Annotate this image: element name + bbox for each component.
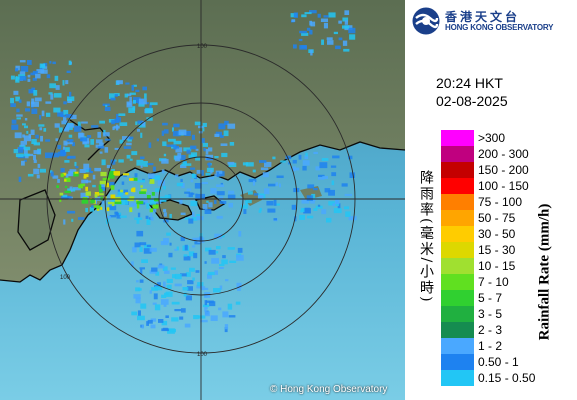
legend-swatch <box>441 370 474 386</box>
legend-range-label: >300 <box>478 131 506 145</box>
radar-date: 02-08-2025 <box>436 93 508 109</box>
legend-swatch <box>441 258 474 274</box>
legend-range-label: 3 - 5 <box>478 307 503 321</box>
legend-item: 5 - 7 <box>441 290 577 306</box>
radar-map-svg: 100 100 100 <box>0 0 405 400</box>
rainfall-echoes <box>10 10 357 334</box>
land-islands-east <box>240 186 322 206</box>
logo-name-chinese: 香港天文台 <box>445 10 521 24</box>
legend-range-label: 10 - 15 <box>478 259 516 273</box>
legend-item: 2 - 3 <box>441 322 577 338</box>
legend-range-label: 150 - 200 <box>478 163 529 177</box>
legend-swatch <box>441 274 474 290</box>
radar-time: 20:24 HKT <box>436 75 503 91</box>
legend-item: 30 - 50 <box>441 226 577 242</box>
legend-range-label: 30 - 50 <box>478 227 516 241</box>
logo-name-english: HONG KONG OBSERVATORY <box>445 23 554 32</box>
legend-swatch <box>441 290 474 306</box>
legend-item: 7 - 10 <box>441 274 577 290</box>
range-label-north: 100 <box>197 44 208 50</box>
range-label-south: 100 <box>197 352 208 358</box>
legend-swatch <box>441 162 474 178</box>
legend-range-label: 0.15 - 0.50 <box>478 371 536 385</box>
legend-range-label: 2 - 3 <box>478 323 503 337</box>
legend-item: 10 - 15 <box>441 258 577 274</box>
legend-item: 3 - 5 <box>441 306 577 322</box>
legend-title-chinese: 降雨率(毫米/小時) <box>418 170 434 304</box>
legend-item: 200 - 300 <box>441 146 577 162</box>
legend-range-label: 7 - 10 <box>478 275 509 289</box>
rainfall-legend: >300 200 - 300 150 - 200 100 - 150 75 - 100 5… <box>441 130 577 386</box>
legend-swatch <box>441 130 474 146</box>
legend-item: 15 - 30 <box>441 242 577 258</box>
legend-swatch <box>441 306 474 322</box>
legend-range-label: 1 - 2 <box>478 339 503 353</box>
legend-range-label: 15 - 30 <box>478 243 516 257</box>
legend-item: 50 - 75 <box>441 210 577 226</box>
legend-item: >300 <box>441 130 577 146</box>
legend-title-english-wrap: Rainfall Rate (mm/h) <box>535 192 555 352</box>
legend-item: 75 - 100 <box>441 194 577 210</box>
side-panel: 香港天文台 HONG KONG OBSERVATORY 20:24 HKT 02… <box>405 0 577 400</box>
legend-title-english: Rainfall Rate (mm/h) <box>536 203 553 341</box>
copyright-notice: © Hong Kong Observatory <box>270 384 388 395</box>
legend-range-label: 5 - 7 <box>478 291 503 305</box>
legend-item: 1 - 2 <box>441 338 577 354</box>
legend-range-label: 0.50 - 1 <box>478 355 519 369</box>
legend-item: 0.15 - 0.50 <box>441 370 577 386</box>
legend-item: 150 - 200 <box>441 162 577 178</box>
legend-swatch <box>441 146 474 162</box>
radar-map[interactable]: 100 100 100 © Hong Kong Observatory <box>0 0 405 400</box>
legend-swatch <box>441 338 474 354</box>
legend-swatch <box>441 226 474 242</box>
hko-emblem-icon <box>412 7 440 35</box>
legend-swatch <box>441 242 474 258</box>
legend-swatch <box>441 322 474 338</box>
legend-item: 100 - 150 <box>441 178 577 194</box>
observatory-logo[interactable]: 香港天文台 HONG KONG OBSERVATORY <box>411 6 575 36</box>
land-peninsula-west <box>18 190 55 250</box>
legend-range-label: 200 - 300 <box>478 147 529 161</box>
legend-item: 0.50 - 1 <box>441 354 577 370</box>
legend-swatch <box>441 354 474 370</box>
legend-range-label: 75 - 100 <box>478 195 523 209</box>
legend-swatch <box>441 210 474 226</box>
range-label-west: 100 <box>60 275 71 281</box>
legend-swatch <box>441 178 474 194</box>
radar-range-rings <box>0 0 405 400</box>
legend-range-label: 50 - 75 <box>478 211 516 225</box>
legend-swatch <box>441 194 474 210</box>
legend-range-label: 100 - 150 <box>478 179 529 193</box>
